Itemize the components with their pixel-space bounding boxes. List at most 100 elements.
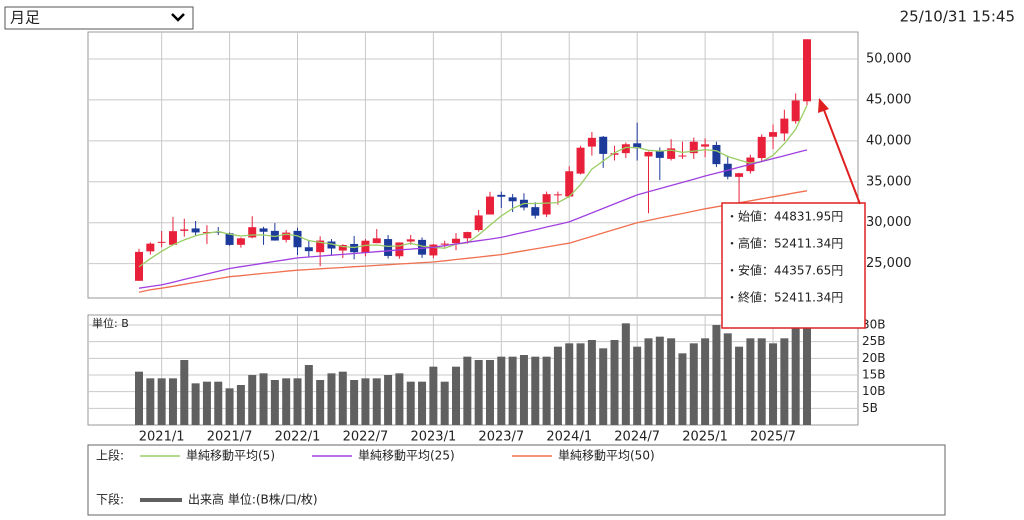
candle-body bbox=[701, 144, 710, 147]
volume-bar bbox=[678, 353, 687, 425]
volume-bar bbox=[316, 380, 325, 425]
volume-bar bbox=[350, 380, 359, 425]
candle-body bbox=[565, 171, 574, 197]
candle-body bbox=[633, 143, 642, 149]
volume-bar bbox=[406, 381, 415, 425]
candle-body bbox=[497, 194, 506, 197]
volume-bar bbox=[304, 365, 313, 425]
volume-bar bbox=[452, 366, 461, 425]
volume-bar bbox=[621, 323, 630, 425]
candle-body bbox=[576, 147, 585, 174]
volume-bar bbox=[259, 373, 268, 425]
candle-body bbox=[248, 227, 257, 238]
candle-body bbox=[678, 155, 687, 157]
candle-body bbox=[655, 151, 664, 158]
ma-line bbox=[138, 149, 808, 289]
candle-body bbox=[168, 231, 177, 245]
tooltip-text: ・高値：52411.34円 bbox=[726, 236, 843, 251]
period-text: 月足 bbox=[10, 9, 40, 27]
y-tick-label: 20B bbox=[862, 351, 886, 365]
x-tick-label: 2023/7 bbox=[478, 430, 524, 445]
volume-bar bbox=[576, 343, 585, 425]
volume-bar bbox=[225, 388, 234, 425]
x-tick-label: 2025/7 bbox=[750, 430, 796, 445]
x-tick-label: 2024/7 bbox=[614, 430, 660, 445]
x-tick-label: 2022/1 bbox=[275, 430, 321, 445]
candle-body bbox=[191, 228, 200, 233]
tooltip-text: ・始値：44831.95円 bbox=[726, 209, 843, 224]
candle-body bbox=[225, 233, 234, 245]
volume-bar bbox=[644, 338, 653, 425]
y-tick-label: 25,000 bbox=[866, 256, 912, 271]
volume-bar bbox=[202, 381, 211, 425]
volume-bar bbox=[655, 336, 664, 425]
candle-body bbox=[452, 238, 461, 244]
candle-body bbox=[463, 232, 472, 239]
candle-body bbox=[508, 197, 517, 202]
volume-bar bbox=[327, 373, 336, 425]
ma-line bbox=[138, 190, 808, 293]
candle-body bbox=[735, 173, 744, 177]
y-tick-label: 50,000 bbox=[866, 52, 912, 67]
volume-bar bbox=[735, 346, 744, 425]
select-chevron bbox=[171, 13, 185, 22]
tooltip-box bbox=[721, 202, 866, 329]
candle-body bbox=[202, 232, 211, 234]
candle-body bbox=[214, 231, 223, 233]
candle-body bbox=[621, 144, 630, 154]
legend-label: 単純移動平均(5) bbox=[186, 449, 275, 463]
candle-body bbox=[531, 207, 540, 216]
y-tick-label: 40,000 bbox=[866, 133, 912, 148]
volume-bar bbox=[757, 338, 766, 425]
candle-body bbox=[553, 194, 562, 196]
volume-bar bbox=[338, 371, 347, 425]
candle-body bbox=[769, 132, 778, 137]
volume-bar bbox=[485, 360, 494, 425]
volume-bar bbox=[542, 356, 551, 425]
x-tick-label: 2021/7 bbox=[207, 430, 253, 445]
y-tick-label: 30,000 bbox=[866, 215, 912, 230]
volume-bar bbox=[282, 378, 291, 425]
volume-bar bbox=[553, 346, 562, 425]
candle-body bbox=[236, 238, 245, 245]
volume-bar bbox=[519, 355, 528, 425]
candle-body bbox=[146, 243, 155, 252]
tooltip-text: ・安値：44357.65円 bbox=[726, 263, 843, 278]
candle-body bbox=[780, 118, 789, 134]
volume-bar bbox=[135, 371, 143, 425]
candle-body bbox=[259, 228, 268, 232]
volume-bar bbox=[599, 348, 608, 425]
volume-bar bbox=[565, 343, 574, 425]
volume-bar bbox=[293, 378, 302, 425]
candle-body bbox=[180, 229, 189, 231]
candle-body bbox=[361, 240, 370, 253]
legend-label: 出来高 単位:(B株/口/枚) bbox=[188, 492, 318, 507]
unit-label: 単位: B bbox=[92, 316, 129, 330]
x-tick-label: 2023/1 bbox=[410, 430, 456, 445]
volume-bar bbox=[361, 378, 370, 425]
volume-bar bbox=[463, 356, 472, 425]
volume-bar bbox=[168, 378, 177, 425]
candle-body bbox=[157, 241, 166, 243]
y-tick-label: 10B bbox=[862, 384, 886, 398]
legend-box bbox=[87, 444, 946, 516]
volume-bar bbox=[214, 381, 223, 425]
volume-bar bbox=[769, 343, 778, 425]
candle-body bbox=[338, 244, 347, 251]
x-tick-label: 2024/1 bbox=[546, 430, 592, 445]
period-select[interactable] bbox=[4, 6, 194, 30]
candle-body bbox=[689, 141, 698, 154]
candle-body bbox=[587, 137, 596, 147]
volume-bar bbox=[248, 375, 257, 425]
x-tick-label: 2025/1 bbox=[682, 430, 728, 445]
volume-bar bbox=[791, 323, 800, 425]
x-tick-label: 2021/1 bbox=[139, 430, 185, 445]
candle-body bbox=[384, 239, 393, 256]
y-tick-label: 15B bbox=[862, 368, 886, 382]
volume-bar bbox=[497, 356, 506, 425]
candle-body bbox=[440, 243, 449, 245]
volume-bar bbox=[803, 315, 811, 425]
volume-bar bbox=[180, 360, 189, 425]
volume-bar bbox=[610, 340, 619, 425]
